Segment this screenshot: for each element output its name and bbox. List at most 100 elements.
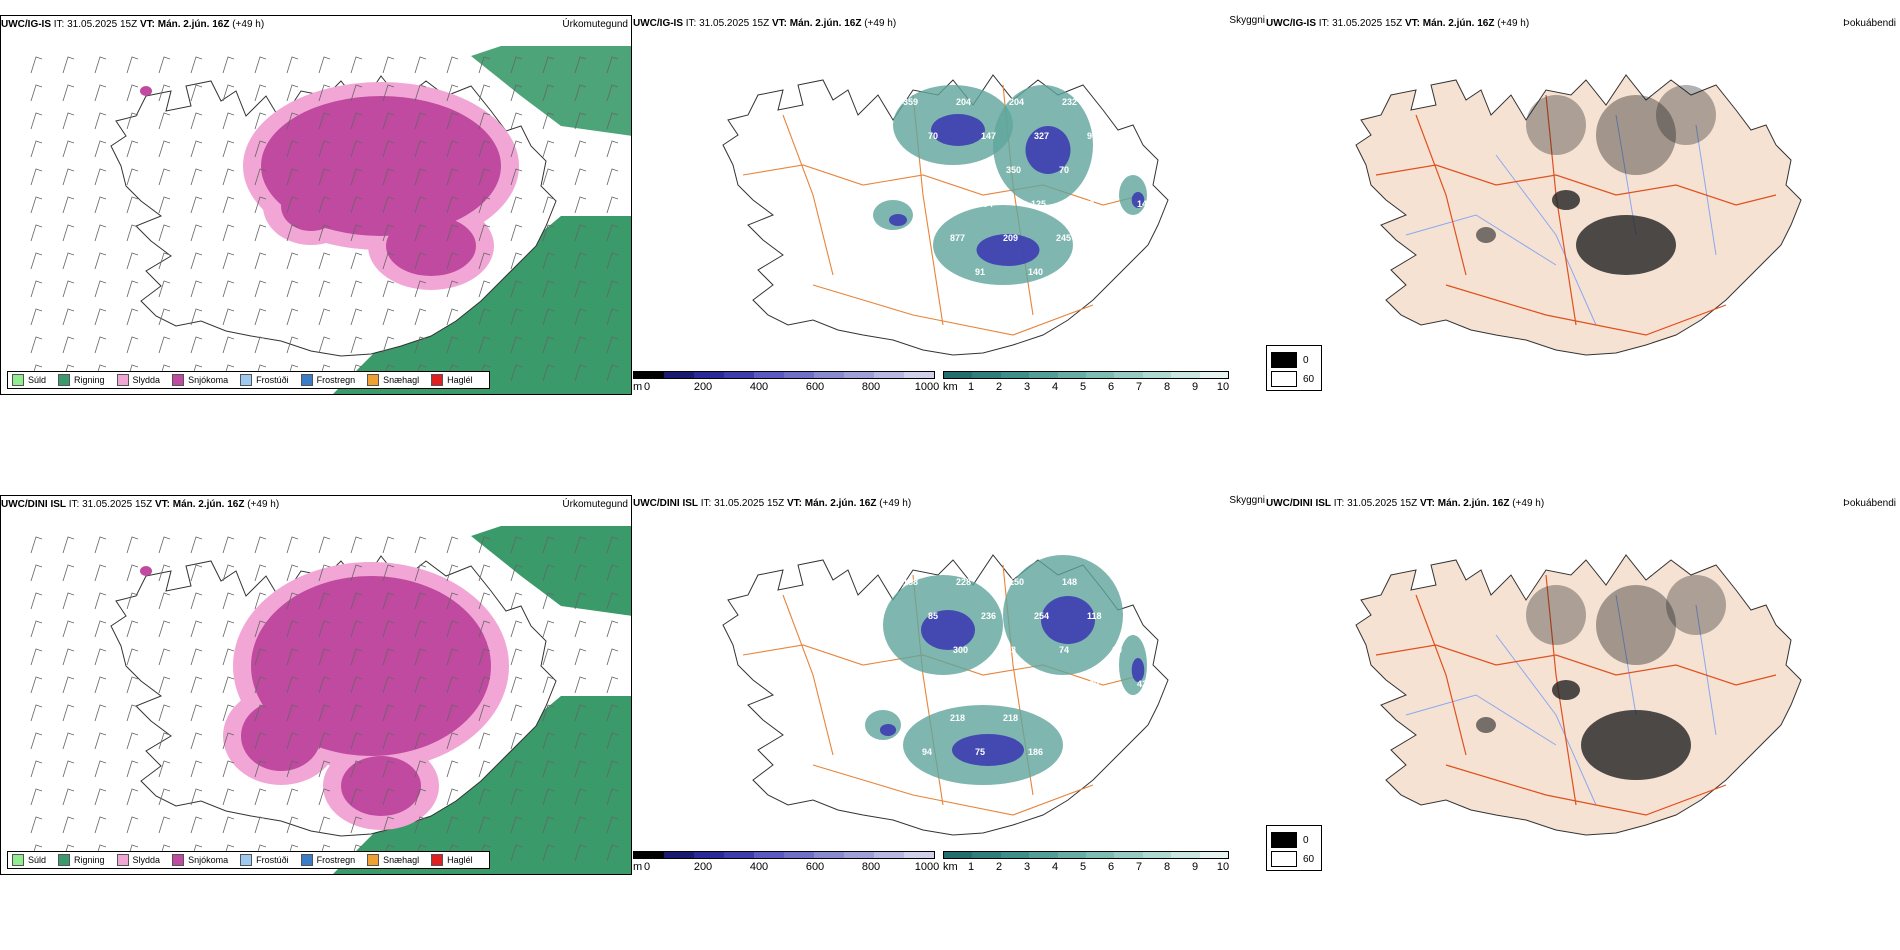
wind-barb [478, 592, 491, 610]
iceland-fog [1355, 74, 1802, 356]
fog-indicator-panel: UWC/IG-IS IT: 31.05.2025 15Z VT: Mán. 2.… [1266, 15, 1900, 395]
wind-barb [606, 620, 619, 638]
wind-barb [62, 56, 75, 74]
fog-panel-title: Þokuábendi [1843, 18, 1896, 29]
wind-barb [94, 676, 107, 694]
cloudbase-value-label: 393 [1112, 165, 1127, 175]
wind-barb [350, 280, 363, 298]
cloudbase-value-label: 189 [1081, 267, 1096, 277]
visibility-tick-label: 9 [1191, 861, 1199, 873]
visibility-tick-label: 7 [1135, 861, 1143, 873]
wind-barb [62, 676, 75, 694]
wind-barb [478, 788, 491, 806]
wind-barb [350, 676, 363, 694]
wind-barb [126, 56, 139, 74]
it-value: 31.05.2025 15Z [1332, 18, 1403, 29]
wind-barb [254, 648, 267, 666]
wind-barb [446, 140, 459, 158]
wind-barb [286, 84, 299, 102]
wind-barb [190, 788, 203, 806]
wind-barb [510, 280, 523, 298]
wind-barb [62, 224, 75, 242]
cloudbase-value-label: 140 [1028, 267, 1043, 277]
wind-barb [286, 252, 299, 270]
cloudbase-area [889, 214, 907, 226]
cloudbase-value-label: 423 [1137, 679, 1152, 689]
wind-barb [414, 308, 427, 326]
scale-color-step [1057, 372, 1087, 378]
wind-barb [382, 112, 395, 130]
wind-barb [382, 536, 395, 554]
wind-barb [158, 112, 171, 130]
wind-barb [286, 56, 299, 74]
rain-area-north [471, 526, 631, 616]
wind-barb [414, 536, 427, 554]
wind-barb [286, 592, 299, 610]
visibility-scale-bar [943, 371, 1229, 379]
vt-value: Mán. 2.jún. 16Z [1422, 18, 1495, 29]
wind-barb [94, 168, 107, 186]
scale-color-step [972, 852, 1001, 858]
wind-barb [510, 536, 523, 554]
cloudbase-value-label: 128 [1134, 267, 1149, 277]
wind-barb [350, 308, 363, 326]
wind-barb [574, 280, 587, 298]
wind-barb [30, 620, 43, 638]
wind-barb [254, 140, 267, 158]
wind-barb [446, 252, 459, 270]
lead-time: (+49 h) [864, 18, 897, 29]
cloudbase-area [976, 234, 1040, 266]
snow-area [386, 216, 476, 276]
wind-barb [126, 252, 139, 270]
wind-barb [414, 704, 427, 722]
wind-barb [574, 336, 587, 354]
wind-barb [542, 704, 555, 722]
model-name: UWC/IG-IS [1266, 18, 1316, 29]
wind-barb [30, 280, 43, 298]
cloud-map: 359 204 204 232 223 70 147 327 96 104 102 350 70 393 2… [722, 74, 1169, 356]
fog-legend-max-label: 60 [1303, 853, 1315, 865]
scale-color-step [944, 852, 973, 858]
wind-barb [542, 84, 555, 102]
legend-label: Snæhagl [383, 855, 420, 865]
wind-barb [158, 196, 171, 214]
cloud-panel-title: Skyggni [1229, 15, 1265, 26]
scale-color-step [904, 852, 934, 858]
legend-swatch [116, 854, 129, 866]
wind-barb [318, 112, 331, 130]
legend-label: Haglél [447, 375, 473, 385]
wind-barb [254, 536, 267, 554]
wind-barb [62, 564, 75, 582]
precip-type-panel: UWC/IG-IS IT: 31.05.2025 15Z VT: Mán. 2.… [0, 15, 632, 395]
wind-barb [382, 564, 395, 582]
wind-barb [350, 732, 363, 750]
wind-barb [382, 56, 395, 74]
cloud-map: 188 228 150 148 146 85 236 254 118 53 300 53 74 60 59 1… [722, 554, 1169, 836]
wind-barb [94, 252, 107, 270]
fog-panel-title: Þokuábendi [1843, 498, 1896, 509]
snow-area [140, 86, 152, 96]
iceland-cloud: 359 204 204 232 223 70 147 327 96 104 102 350 70 393 2… [722, 74, 1169, 356]
visibility-area [865, 710, 901, 740]
wind-barb [94, 648, 107, 666]
cloudbase-value-label: 102 [953, 165, 968, 175]
cloudbase-area [879, 724, 897, 736]
legend-item: Frostúði [240, 854, 289, 866]
wind-barb [382, 168, 395, 186]
legend-swatch [58, 854, 71, 866]
wind-barb [222, 56, 235, 74]
wind-barb [478, 536, 491, 554]
wind-barb [94, 732, 107, 750]
scale-color-step [634, 372, 664, 378]
cloudbase-tick-label: 0 [643, 861, 651, 873]
cloudbase-value-label: 75 [1106, 301, 1116, 311]
vt-value: Mán. 2.jún. 16Z [172, 499, 245, 510]
legend-label: Slydda [132, 855, 161, 865]
wind-barb [158, 620, 171, 638]
scale-color-step [664, 372, 694, 378]
wind-barb [126, 140, 139, 158]
wind-barb [606, 280, 619, 298]
cloudbase-tick-label: 200 [693, 381, 713, 393]
wind-barb [574, 196, 587, 214]
wind-barb [382, 592, 395, 610]
